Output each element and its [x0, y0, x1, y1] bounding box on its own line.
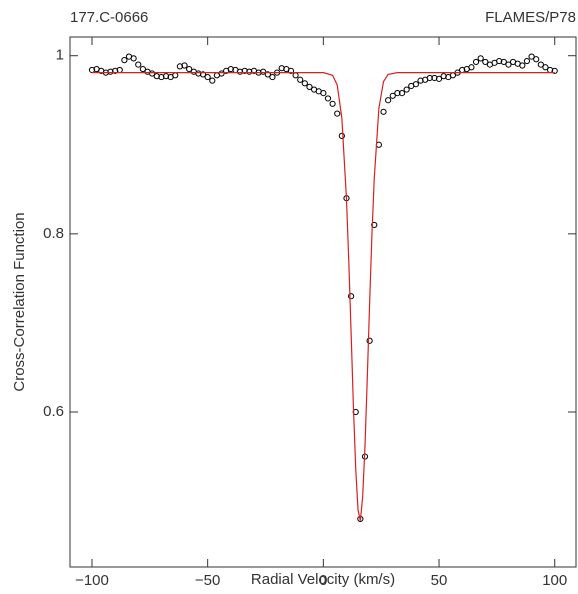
data-point [371, 221, 378, 229]
data-point [306, 83, 313, 90]
title-left: 177.C-0666 [70, 9, 148, 26]
x-axis-label: Radial Velocity (km/s) [251, 571, 395, 588]
x-tick-label: −50 [195, 572, 220, 589]
data-point [301, 80, 308, 87]
y-tick-label: 0.6 [43, 403, 64, 420]
data-point [426, 74, 433, 82]
data-point [204, 73, 211, 81]
data-point [324, 95, 332, 102]
data-point [505, 61, 512, 68]
data-point [130, 55, 137, 62]
data-point [334, 110, 341, 117]
data-point [186, 65, 193, 73]
data-point [149, 70, 156, 77]
data-point [472, 58, 480, 66]
data-point [135, 61, 142, 68]
data-point [338, 132, 345, 139]
y-axis-label: Cross-Correlation Function [11, 212, 28, 391]
data-point [139, 65, 146, 73]
data-point [398, 90, 406, 97]
data-point [292, 72, 299, 79]
data-point [329, 100, 336, 107]
data-point [320, 90, 327, 97]
data-point [264, 71, 271, 78]
data-point [287, 67, 295, 74]
data-point [172, 72, 179, 79]
data-point [482, 58, 489, 66]
x-tick-label: −100 [75, 572, 109, 589]
data-point [380, 108, 387, 115]
fit-line [91, 72, 555, 521]
y-tick-label: 0.8 [43, 225, 64, 242]
data-point [209, 77, 216, 84]
data-point [199, 71, 207, 78]
data-point [218, 70, 225, 77]
y-tick-label: 1 [56, 47, 64, 64]
data-point [260, 68, 267, 75]
data-point [500, 58, 507, 66]
data-point [385, 97, 392, 104]
data-point [121, 57, 128, 64]
data-point [403, 86, 410, 93]
data-point [389, 92, 396, 99]
data-point [542, 64, 549, 71]
data-point [366, 337, 373, 344]
data-point [435, 75, 443, 82]
title-right: FLAMES/P78 [485, 9, 576, 26]
data-point [528, 53, 535, 60]
x-tick-label: 100 [542, 572, 567, 589]
data-point [519, 62, 526, 69]
data-point [394, 90, 401, 97]
plot-frame [69, 36, 577, 568]
data-point [477, 55, 484, 62]
data-point [412, 81, 419, 88]
x-tick-label: 0 [319, 572, 327, 589]
data-point [523, 57, 531, 65]
data-point [181, 62, 188, 69]
data-point [551, 67, 558, 74]
data-point [269, 73, 276, 81]
data-point [468, 64, 475, 71]
data-point [537, 61, 544, 68]
data-point [533, 56, 540, 63]
x-tick-label: 50 [431, 572, 448, 589]
data-point [348, 293, 355, 300]
data-point [297, 76, 304, 83]
